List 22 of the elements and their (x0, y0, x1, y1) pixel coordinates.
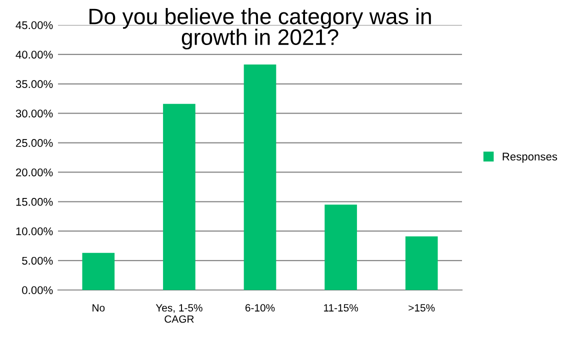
y-tick-label: 0.00% (22, 286, 53, 294)
bar (163, 104, 196, 290)
x-tick-label: 6-10% (245, 304, 275, 312)
y-tick-label: 5.00% (22, 256, 53, 265)
y-tick-label: 25.00% (16, 139, 53, 147)
y-tick-label: 30.00% (16, 110, 53, 118)
legend-label: Responses (502, 152, 558, 163)
y-tick-label: 10.00% (16, 227, 53, 236)
y-tick-label: 15.00% (16, 198, 53, 206)
y-tick-label: 35.00% (16, 80, 53, 88)
y-tick-label: 40.00% (16, 50, 53, 59)
y-tick-label: 45.00% (16, 21, 53, 30)
x-tick-label: No (92, 304, 105, 312)
bar (244, 64, 276, 290)
y-tick-label: 20.00% (16, 168, 53, 176)
x-tick-label: Yes, 1-5% CAGR (156, 304, 202, 323)
bar (405, 236, 438, 290)
x-tick-label: >15% (408, 304, 435, 312)
chart-title: Do you believe the category was in growth in 2021? (90, 8, 431, 50)
bar (324, 204, 357, 290)
bar (82, 252, 115, 290)
x-tick-label: 11-15% (324, 304, 358, 312)
